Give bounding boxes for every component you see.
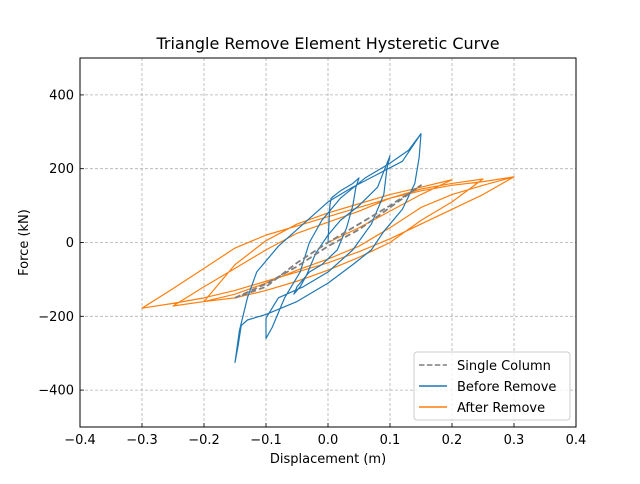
legend-label-single-column: Single Column <box>457 359 551 374</box>
x-tick-label-2: −0.2 <box>188 433 220 448</box>
series-line-after-remove <box>141 176 515 309</box>
series-line-before-remove <box>234 133 422 364</box>
axis-ticks: −0.4 −0.3 −0.2 −0.1 0.0 0.1 0.2 0.3 0.4 −400 −200 0… <box>38 88 586 448</box>
x-tick-label-7: 0.3 <box>504 433 525 448</box>
y-tick-label-4: 400 <box>49 88 74 103</box>
y-axis-label: Force (kN) <box>17 209 32 276</box>
series-layer <box>141 133 515 364</box>
x-tick-label-5: 0.1 <box>380 433 401 448</box>
x-tick-label-1: −0.3 <box>126 433 158 448</box>
chart-title: Triangle Remove Element Hysteretic Curve <box>155 34 499 53</box>
x-tick-label-6: 0.2 <box>442 433 463 448</box>
y-tick-label-3: 200 <box>49 162 74 177</box>
legend-label-after-remove: After Remove <box>457 401 545 416</box>
x-tick-label-8: 0.4 <box>566 433 587 448</box>
legend: Single Column Before Remove After Remove <box>413 351 571 421</box>
x-tick-label-3: −0.1 <box>250 433 282 448</box>
y-tick-label-0: −400 <box>38 384 74 399</box>
series-line-single-column <box>234 184 422 299</box>
legend-box <box>413 351 571 421</box>
legend-label-before-remove: Before Remove <box>457 380 556 395</box>
x-tick-label-0: −0.4 <box>64 433 96 448</box>
x-axis-label: Displacement (m) <box>270 452 386 467</box>
x-tick-label-4: 0.0 <box>318 433 339 448</box>
y-tick-label-1: −200 <box>38 310 74 325</box>
y-tick-label-2: 0 <box>66 236 74 251</box>
